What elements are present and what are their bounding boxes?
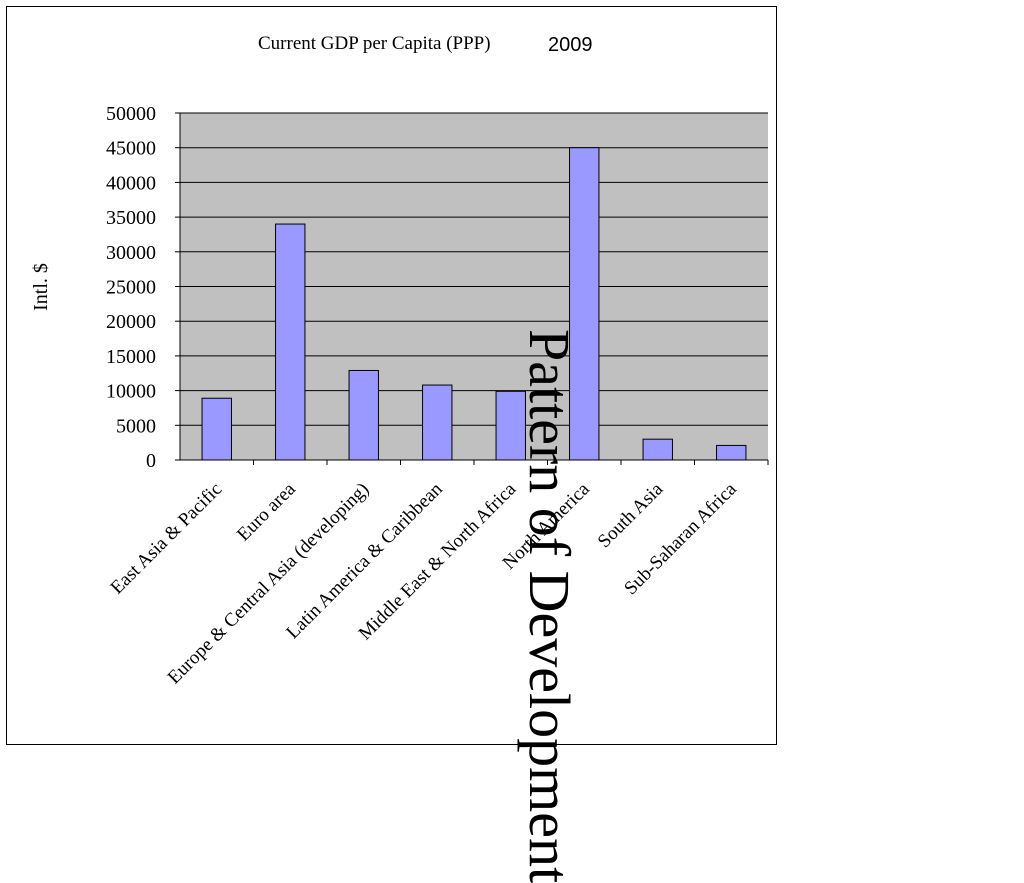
chart-title: Current GDP per Capita (PPP) xyxy=(258,33,491,54)
y-tick-label: 20000 xyxy=(106,311,156,333)
y-tick-label: 30000 xyxy=(106,242,156,264)
bar xyxy=(275,223,306,461)
y-tick-label: 5000 xyxy=(116,415,156,437)
bar xyxy=(642,438,673,461)
bar xyxy=(716,444,747,461)
y-tick-label: 35000 xyxy=(106,207,156,229)
y-tick-label: 0 xyxy=(146,450,156,472)
bar xyxy=(348,369,379,461)
x-tick-label: Middle East & North Africa xyxy=(355,478,521,644)
y-axis-label: Intl. $ xyxy=(30,263,52,311)
x-tick-label: East Asia & Pacific xyxy=(107,479,227,599)
year-label: 2009 xyxy=(548,34,593,56)
y-tick-label: 15000 xyxy=(106,346,156,368)
y-tick-label: 25000 xyxy=(106,277,156,299)
x-tick-label: Euro area xyxy=(233,478,300,545)
bar xyxy=(569,147,600,461)
bar xyxy=(422,384,453,461)
bar xyxy=(495,390,526,461)
y-tick-label: 50000 xyxy=(106,103,156,125)
y-tick-label: 10000 xyxy=(106,381,156,403)
slide-title: Pattern of Development xyxy=(516,329,582,883)
y-tick-label: 40000 xyxy=(106,172,156,194)
bar xyxy=(201,397,232,461)
x-tick-label: South Asia xyxy=(594,478,668,552)
y-tick-label: 45000 xyxy=(106,138,156,160)
bar-chart: 0 5000 10000 15000 20000 25000 30000 35000 40000… xyxy=(30,103,769,688)
